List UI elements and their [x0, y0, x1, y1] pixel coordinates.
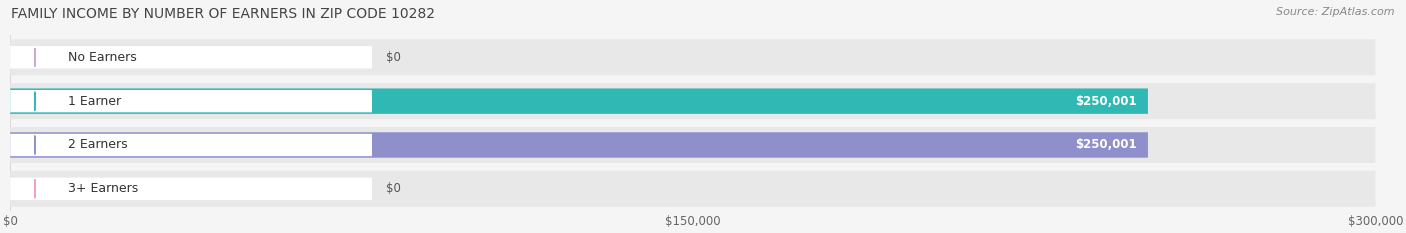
- FancyBboxPatch shape: [10, 89, 1147, 114]
- FancyBboxPatch shape: [10, 127, 1375, 163]
- Text: $250,001: $250,001: [1076, 138, 1137, 151]
- Text: No Earners: No Earners: [67, 51, 136, 64]
- FancyBboxPatch shape: [10, 171, 1375, 207]
- Text: $0: $0: [385, 51, 401, 64]
- FancyBboxPatch shape: [10, 39, 1375, 75]
- FancyBboxPatch shape: [10, 132, 1147, 158]
- Text: $0: $0: [385, 182, 401, 195]
- Text: $250,001: $250,001: [1076, 95, 1137, 108]
- FancyBboxPatch shape: [10, 134, 373, 156]
- Text: 1 Earner: 1 Earner: [67, 95, 121, 108]
- FancyBboxPatch shape: [10, 83, 1375, 119]
- Text: 2 Earners: 2 Earners: [67, 138, 127, 151]
- Text: 3+ Earners: 3+ Earners: [67, 182, 138, 195]
- FancyBboxPatch shape: [10, 178, 373, 200]
- Text: FAMILY INCOME BY NUMBER OF EARNERS IN ZIP CODE 10282: FAMILY INCOME BY NUMBER OF EARNERS IN ZI…: [11, 7, 436, 21]
- FancyBboxPatch shape: [10, 90, 373, 112]
- Text: Source: ZipAtlas.com: Source: ZipAtlas.com: [1277, 7, 1395, 17]
- FancyBboxPatch shape: [10, 46, 373, 69]
